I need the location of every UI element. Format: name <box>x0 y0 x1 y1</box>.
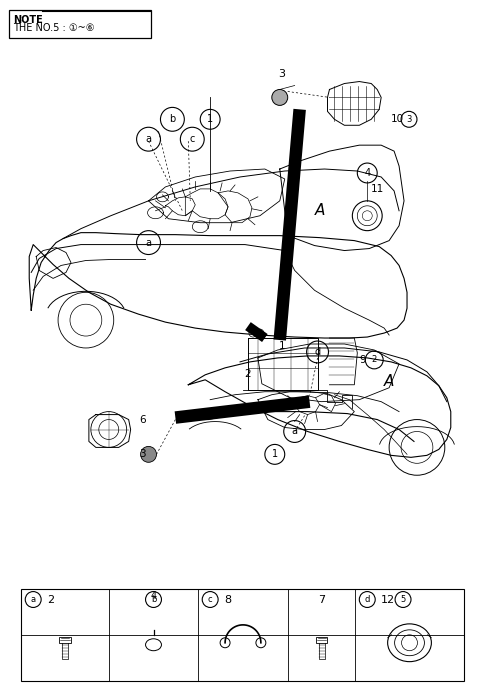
Text: 1: 1 <box>278 341 285 351</box>
Text: NOTE: NOTE <box>13 15 43 25</box>
Text: a: a <box>292 427 298 436</box>
Text: 1: 1 <box>207 114 213 125</box>
Text: 5: 5 <box>400 595 406 604</box>
Text: 3: 3 <box>139 449 145 460</box>
Text: 4: 4 <box>364 168 371 178</box>
Text: 3: 3 <box>407 115 412 124</box>
Text: b: b <box>151 595 156 604</box>
Bar <box>59 637 71 643</box>
Text: THE NO.5 : ①~⑥: THE NO.5 : ①~⑥ <box>13 23 95 33</box>
Circle shape <box>141 447 156 462</box>
Text: 11: 11 <box>371 184 384 194</box>
Text: 12: 12 <box>381 594 396 605</box>
Text: 2: 2 <box>47 594 54 605</box>
Text: a: a <box>31 595 36 604</box>
Text: a: a <box>145 237 152 248</box>
Text: 3: 3 <box>278 69 285 78</box>
Text: b: b <box>169 114 176 125</box>
Text: A: A <box>314 203 325 218</box>
Text: 2: 2 <box>245 369 251 379</box>
Text: 8: 8 <box>224 594 231 605</box>
Bar <box>315 637 327 643</box>
Text: 10: 10 <box>391 114 404 125</box>
Text: 7: 7 <box>318 594 325 605</box>
Text: 1: 1 <box>272 449 278 460</box>
Text: A: A <box>384 374 394 389</box>
Bar <box>21 588 464 681</box>
Text: 4: 4 <box>150 590 156 601</box>
Text: d: d <box>314 347 321 357</box>
Text: c: c <box>190 134 195 144</box>
Text: d: d <box>365 595 370 604</box>
Text: a: a <box>145 134 152 144</box>
Bar <box>9 10 151 38</box>
Text: c: c <box>208 595 213 604</box>
Text: 2: 2 <box>372 356 377 365</box>
Circle shape <box>272 89 288 105</box>
Text: 9: 9 <box>360 355 366 365</box>
Text: 6: 6 <box>139 415 145 424</box>
